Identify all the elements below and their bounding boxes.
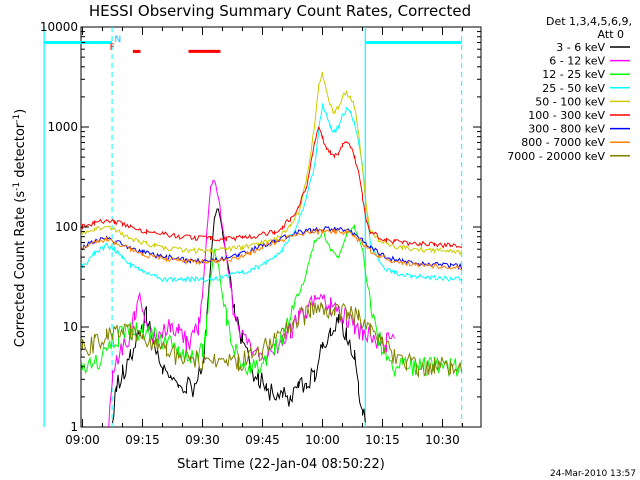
legend-label: 3 - 6 keV — [556, 41, 605, 54]
series-line — [81, 226, 463, 270]
series-line — [81, 228, 462, 271]
x-tick-label: 10:15 — [365, 433, 400, 447]
x-axis-label: Start Time (22-Jan-04 08:50:22) — [177, 457, 385, 472]
series-line — [112, 208, 366, 424]
footer-date: 24-Mar-2010 13:57 — [550, 469, 636, 479]
x-axis: 09:00 09:15 09:30 09:45 10:00 10:15 10:30 — [65, 27, 463, 447]
x-tick-label: 09:30 — [185, 433, 220, 447]
legend-label: 50 - 100 keV — [535, 95, 605, 108]
y-tick-label: 10 — [63, 320, 78, 334]
y-tick-label: 1 — [70, 420, 78, 434]
flag-label: N — [114, 35, 121, 45]
series-line — [81, 126, 462, 249]
legend-label: 25 - 50 keV — [542, 82, 605, 95]
y-axis: 1 10 100 1000 10000 — [40, 20, 481, 434]
y-axis-label-end: ) — [13, 109, 28, 114]
legend-header: Det 1,3,4,5,6,9, — [546, 15, 632, 28]
legend-label: 6 - 12 keV — [549, 55, 605, 68]
legend-label: 300 - 800 keV — [528, 123, 605, 136]
y-tick-label: 1000 — [47, 120, 78, 134]
y-axis-label-mid: detector — [13, 122, 28, 182]
legend-header: Att 0 — [598, 28, 624, 41]
flag-label: F — [110, 43, 115, 53]
y-tick-label: 10000 — [40, 20, 78, 34]
series-line — [81, 71, 463, 256]
series-line — [81, 103, 463, 284]
y-tick-label: 100 — [55, 220, 78, 234]
y-axis-label-sup1: -1 — [12, 182, 22, 191]
y-axis-label: Corrected Count Rate (s-1 detector-1) — [12, 109, 28, 347]
x-tick-label: 09:45 — [245, 433, 280, 447]
y-axis-label-sup2: -1 — [12, 114, 22, 123]
series-line — [81, 224, 463, 377]
x-tick-label: 10:00 — [305, 433, 340, 447]
x-tick-label: 09:15 — [125, 433, 160, 447]
series-line — [81, 300, 463, 379]
legend-label: 12 - 25 keV — [542, 68, 605, 81]
x-tick-label: 10:30 — [425, 433, 460, 447]
chart-title: HESSI Observing Summary Count Rates, Cor… — [89, 2, 471, 20]
series-group — [81, 71, 463, 427]
plot-area: NF — [43, 26, 482, 428]
legend-label: 800 - 7000 keV — [521, 136, 605, 149]
x-tick-label: 09:00 — [65, 433, 100, 447]
series-line — [108, 179, 395, 427]
legend-label: 100 - 300 keV — [528, 109, 605, 122]
y-axis-label-main: Corrected Count Rate (s — [13, 191, 28, 348]
legend-label: 7000 - 20000 keV — [507, 150, 605, 163]
